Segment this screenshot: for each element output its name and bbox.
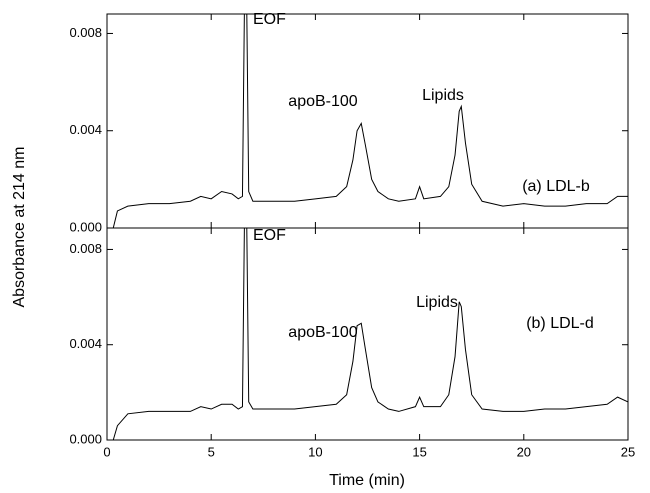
annotation: (b) LDL-d: [526, 315, 594, 332]
trace: [112, 228, 628, 440]
plot-frame: [106, 227, 629, 441]
y-tick-label: 0.000: [69, 219, 102, 234]
x-tick-label: 15: [412, 444, 426, 459]
x-tick-label: 20: [517, 444, 531, 459]
x-tick-label: 5: [208, 444, 215, 459]
annotation: Lipids: [422, 87, 464, 104]
x-tick-label: 10: [308, 444, 322, 459]
x-axis-label: Time (min): [329, 472, 405, 489]
trace: [112, 14, 628, 228]
x-tick-label: 25: [621, 444, 635, 459]
y-tick-label: 0.008: [69, 25, 102, 40]
annotation: apoB-100: [288, 93, 357, 110]
annotation: apoB-100: [288, 324, 357, 341]
x-tick-label: 0: [103, 444, 110, 459]
annotation: (a) LDL-b: [522, 178, 590, 195]
y-tick-label: 0.004: [69, 336, 102, 351]
y-tick-label: 0.000: [69, 431, 102, 446]
y-tick-label: 0.004: [69, 122, 102, 137]
annotation: EOF: [253, 227, 286, 244]
y-axis-label: Absorbance at 214 nm: [11, 147, 28, 308]
annotation: Lipids: [416, 294, 458, 311]
plot-frame: [106, 13, 629, 229]
y-tick-label: 0.008: [69, 241, 102, 256]
annotation: EOF: [253, 11, 286, 28]
